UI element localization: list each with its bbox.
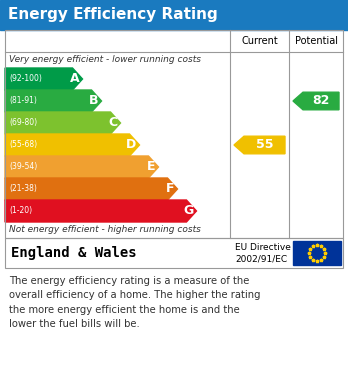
Text: Current: Current xyxy=(241,36,278,46)
Text: Not energy efficient - higher running costs: Not energy efficient - higher running co… xyxy=(9,226,201,235)
Text: F: F xyxy=(166,183,174,196)
Polygon shape xyxy=(5,112,120,134)
Text: E: E xyxy=(147,160,156,174)
Text: G: G xyxy=(183,204,193,217)
Text: 55: 55 xyxy=(256,138,273,151)
Text: (21-38): (21-38) xyxy=(9,185,37,194)
Bar xyxy=(0,0,348,30)
Text: 82: 82 xyxy=(312,95,330,108)
Bar xyxy=(293,241,341,265)
Text: The energy efficiency rating is a measure of the
overall efficiency of a home. T: The energy efficiency rating is a measur… xyxy=(9,276,261,329)
Polygon shape xyxy=(293,92,339,110)
Text: EU Directive
2002/91/EC: EU Directive 2002/91/EC xyxy=(235,242,291,264)
Text: (69-80): (69-80) xyxy=(9,118,37,127)
Polygon shape xyxy=(5,68,82,90)
Text: (1-20): (1-20) xyxy=(9,206,32,215)
Text: Very energy efficient - lower running costs: Very energy efficient - lower running co… xyxy=(9,56,201,65)
Text: B: B xyxy=(89,95,98,108)
Text: Potential: Potential xyxy=(294,36,338,46)
Text: (55-68): (55-68) xyxy=(9,140,37,149)
Polygon shape xyxy=(5,134,140,156)
Bar xyxy=(5,30,343,238)
Text: A: A xyxy=(70,72,80,86)
Text: C: C xyxy=(108,117,118,129)
Text: England & Wales: England & Wales xyxy=(11,246,137,260)
Bar xyxy=(5,238,343,268)
Text: (39-54): (39-54) xyxy=(9,163,37,172)
Polygon shape xyxy=(5,90,102,112)
Polygon shape xyxy=(5,156,158,178)
Polygon shape xyxy=(234,136,285,154)
Text: (92-100): (92-100) xyxy=(9,75,42,84)
Polygon shape xyxy=(5,200,197,222)
Text: Energy Efficiency Rating: Energy Efficiency Rating xyxy=(8,7,218,23)
Text: (81-91): (81-91) xyxy=(9,97,37,106)
Polygon shape xyxy=(5,178,177,200)
Text: D: D xyxy=(126,138,136,151)
